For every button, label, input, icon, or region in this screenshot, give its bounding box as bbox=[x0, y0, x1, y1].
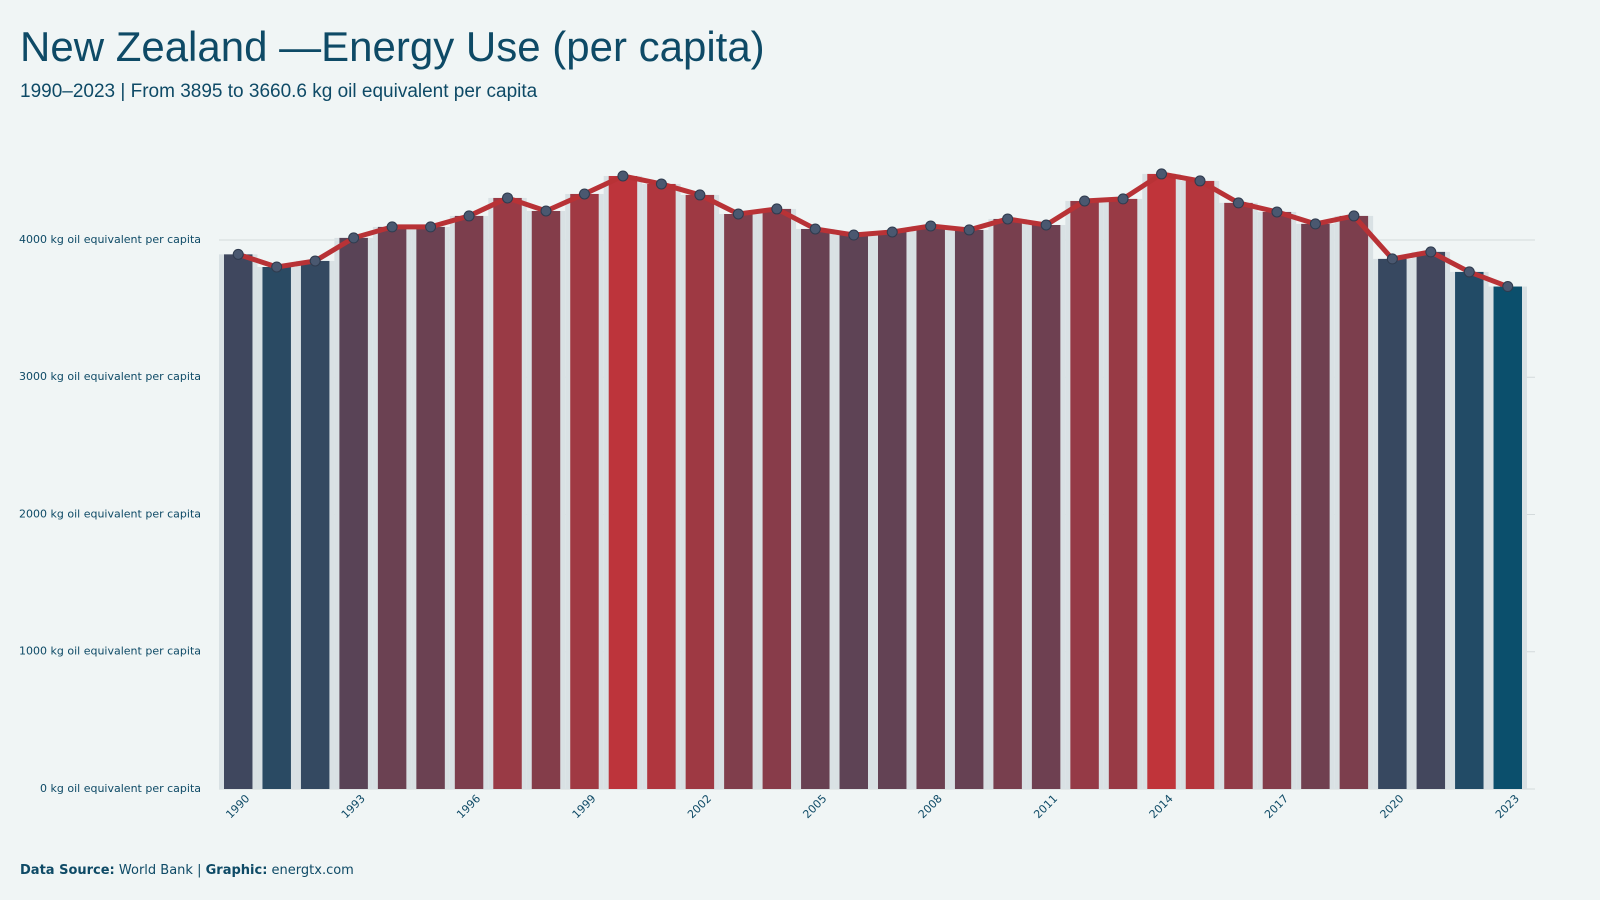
point bbox=[1348, 210, 1360, 222]
bar bbox=[454, 215, 484, 789]
point bbox=[1194, 175, 1206, 187]
point bbox=[425, 221, 437, 233]
point bbox=[578, 188, 590, 200]
graphic: energtx.com bbox=[272, 863, 354, 878]
bar bbox=[339, 237, 368, 789]
point bbox=[540, 205, 552, 217]
bar bbox=[493, 197, 522, 790]
bar bbox=[916, 225, 945, 789]
y-tick-label: 2000 kg oil equivalent per capita bbox=[19, 507, 201, 520]
bar bbox=[377, 226, 407, 790]
point bbox=[963, 224, 975, 236]
bar bbox=[1455, 271, 1484, 789]
point bbox=[1425, 246, 1437, 258]
source: World Bank bbox=[119, 863, 194, 878]
bar bbox=[878, 231, 907, 790]
bar bbox=[570, 193, 599, 789]
chart-title: New Zealand —Energy Use (per capita) bbox=[20, 23, 765, 70]
point bbox=[694, 189, 706, 201]
bar bbox=[1185, 180, 1215, 790]
bar bbox=[1070, 200, 1099, 790]
point bbox=[1040, 219, 1052, 231]
point bbox=[925, 220, 937, 232]
point bbox=[1079, 195, 1091, 207]
source-label: Data Source: bbox=[20, 863, 115, 878]
point bbox=[463, 210, 475, 222]
point bbox=[732, 208, 744, 220]
point bbox=[271, 261, 283, 273]
bar bbox=[993, 218, 1022, 789]
point bbox=[1309, 218, 1321, 230]
point bbox=[1117, 193, 1129, 205]
bar bbox=[685, 194, 715, 789]
bar bbox=[724, 214, 753, 789]
y-tick-label: 0 kg oil equivalent per capita bbox=[40, 782, 201, 795]
bar bbox=[1224, 202, 1253, 789]
bar bbox=[1301, 223, 1330, 789]
chart-subtitle: 1990–2023 | From 3895 to 3660.6 kg oil e… bbox=[20, 81, 538, 102]
bar bbox=[1339, 215, 1369, 789]
bar bbox=[531, 210, 561, 789]
bar bbox=[1031, 224, 1061, 789]
bar bbox=[762, 208, 792, 789]
point bbox=[502, 192, 514, 204]
point bbox=[1002, 213, 1014, 225]
y-tick-label: 1000 kg oil equivalent per capita bbox=[19, 645, 201, 658]
point bbox=[232, 248, 244, 260]
bar bbox=[1416, 251, 1446, 789]
bar bbox=[300, 260, 330, 790]
point bbox=[848, 229, 860, 241]
point bbox=[1463, 266, 1475, 278]
bar bbox=[647, 183, 676, 790]
bar bbox=[1108, 198, 1138, 789]
point bbox=[1156, 168, 1168, 180]
point bbox=[348, 232, 360, 244]
y-tick-label: 4000 kg oil equivalent per capita bbox=[19, 233, 201, 246]
bar bbox=[262, 266, 291, 789]
trend-line bbox=[237, 171, 1509, 289]
point bbox=[655, 178, 667, 190]
bar bbox=[1147, 173, 1176, 790]
footer: Data Source: World Bank | Graphic: energ… bbox=[20, 863, 354, 878]
bar bbox=[224, 254, 253, 790]
bar bbox=[801, 228, 830, 789]
point bbox=[1502, 281, 1514, 293]
point bbox=[771, 203, 783, 215]
point bbox=[1386, 253, 1398, 265]
separator: | bbox=[197, 863, 201, 878]
point bbox=[809, 223, 821, 235]
point bbox=[617, 170, 629, 182]
bar bbox=[839, 235, 868, 790]
bar bbox=[608, 175, 638, 790]
bar bbox=[1493, 286, 1522, 789]
bar bbox=[1378, 258, 1407, 790]
point bbox=[886, 226, 898, 238]
point bbox=[1271, 206, 1283, 218]
graphic-label: Graphic: bbox=[206, 863, 268, 878]
y-tick-label: 3000 kg oil equivalent per capita bbox=[19, 370, 201, 383]
bar bbox=[954, 229, 984, 790]
point bbox=[1232, 197, 1244, 209]
point bbox=[386, 221, 398, 233]
bar bbox=[1262, 211, 1292, 789]
bar bbox=[416, 226, 445, 790]
point bbox=[309, 255, 321, 267]
